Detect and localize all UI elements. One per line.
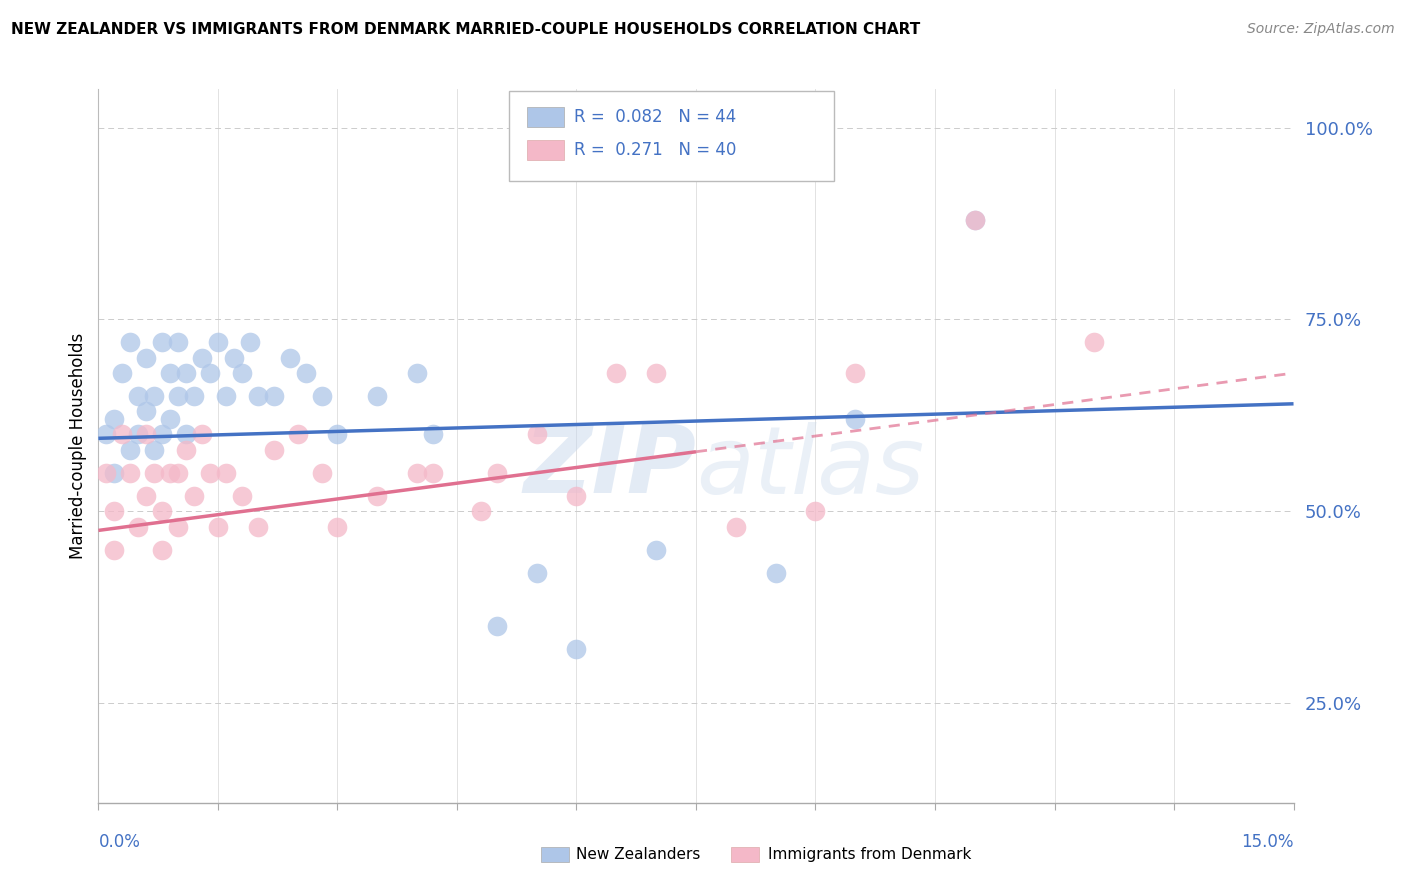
Point xyxy=(150,427,173,442)
Point xyxy=(159,412,181,426)
Text: Immigrants from Denmark: Immigrants from Denmark xyxy=(768,847,972,862)
Point xyxy=(605,366,627,380)
Point xyxy=(222,351,245,365)
Point xyxy=(246,389,269,403)
Point xyxy=(135,351,157,365)
Point xyxy=(167,466,190,480)
Point xyxy=(143,442,166,457)
Point xyxy=(191,351,214,365)
Point xyxy=(120,442,142,457)
Point xyxy=(167,389,190,403)
Point xyxy=(207,335,229,350)
Point xyxy=(565,642,588,657)
Point xyxy=(111,366,134,380)
Point xyxy=(143,389,166,403)
Point xyxy=(120,466,142,480)
Point xyxy=(724,519,747,533)
Y-axis label: Married-couple Households: Married-couple Households xyxy=(69,333,87,559)
Point xyxy=(135,427,157,442)
Point xyxy=(174,366,197,380)
Point xyxy=(150,542,173,557)
Point xyxy=(120,335,142,350)
Text: Source: ZipAtlas.com: Source: ZipAtlas.com xyxy=(1247,22,1395,37)
Point xyxy=(294,366,316,380)
Point xyxy=(207,519,229,533)
Point xyxy=(526,427,548,442)
Point xyxy=(135,489,157,503)
Point xyxy=(103,504,125,518)
Point xyxy=(422,466,444,480)
Point xyxy=(311,389,333,403)
Point xyxy=(963,212,986,227)
Point xyxy=(231,489,253,503)
Text: New Zealanders: New Zealanders xyxy=(576,847,700,862)
Point xyxy=(406,366,429,380)
Point xyxy=(143,466,166,480)
Point xyxy=(174,427,197,442)
Point xyxy=(263,442,285,457)
Point xyxy=(174,442,197,457)
Point xyxy=(263,389,285,403)
Point xyxy=(645,366,668,380)
Point xyxy=(565,489,588,503)
Text: NEW ZEALANDER VS IMMIGRANTS FROM DENMARK MARRIED-COUPLE HOUSEHOLDS CORRELATION C: NEW ZEALANDER VS IMMIGRANTS FROM DENMARK… xyxy=(11,22,921,37)
Point xyxy=(215,466,238,480)
Point xyxy=(127,389,149,403)
Point xyxy=(127,519,149,533)
Point xyxy=(406,466,429,480)
Text: atlas: atlas xyxy=(696,422,924,513)
Point xyxy=(198,466,221,480)
Text: 15.0%: 15.0% xyxy=(1241,833,1294,851)
Point xyxy=(246,519,269,533)
Point xyxy=(103,466,125,480)
Point xyxy=(422,427,444,442)
Text: R =  0.082   N = 44: R = 0.082 N = 44 xyxy=(574,108,735,126)
Point xyxy=(198,366,221,380)
Text: R =  0.271   N = 40: R = 0.271 N = 40 xyxy=(574,141,735,159)
Point xyxy=(167,519,190,533)
Point xyxy=(844,366,866,380)
Point xyxy=(127,427,149,442)
Point xyxy=(287,427,309,442)
Point xyxy=(366,489,388,503)
Text: 0.0%: 0.0% xyxy=(98,833,141,851)
Point xyxy=(231,366,253,380)
Point xyxy=(278,351,301,365)
Point xyxy=(150,504,173,518)
Text: ZIP: ZIP xyxy=(523,421,696,514)
Point xyxy=(159,466,181,480)
Point xyxy=(470,504,492,518)
Point xyxy=(96,427,118,442)
Point xyxy=(215,389,238,403)
Point xyxy=(191,427,214,442)
Point xyxy=(135,404,157,418)
Point xyxy=(844,412,866,426)
Point xyxy=(150,335,173,350)
Point xyxy=(804,504,827,518)
Point xyxy=(96,466,118,480)
Point xyxy=(183,489,205,503)
Point xyxy=(103,412,125,426)
Point xyxy=(485,619,508,633)
Point xyxy=(111,427,134,442)
Point xyxy=(326,519,349,533)
Point xyxy=(311,466,333,480)
Point xyxy=(239,335,262,350)
Point xyxy=(1083,335,1105,350)
Point xyxy=(963,212,986,227)
Point xyxy=(167,335,190,350)
Point xyxy=(526,566,548,580)
Point xyxy=(645,542,668,557)
Point xyxy=(159,366,181,380)
Point xyxy=(183,389,205,403)
Point xyxy=(366,389,388,403)
Point xyxy=(485,466,508,480)
Point xyxy=(103,542,125,557)
Point xyxy=(326,427,349,442)
Point xyxy=(765,566,787,580)
